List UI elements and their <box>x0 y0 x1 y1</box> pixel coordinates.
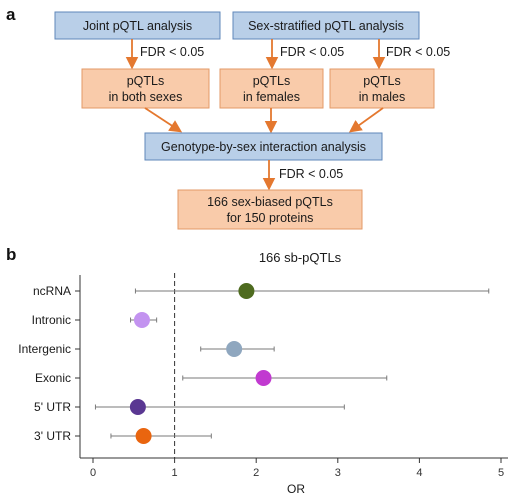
pqtl-females-line1: pQTLs <box>253 74 291 88</box>
or-point <box>129 399 146 415</box>
result-line1: 166 sex-biased pQTLs <box>207 195 333 209</box>
category-label: Exonic <box>35 371 71 385</box>
pqtl-both-line1: pQTLs <box>127 74 165 88</box>
pqtl-males-line1: pQTLs <box>363 74 401 88</box>
fdr-label-1: FDR < 0.05 <box>140 45 204 59</box>
x-tick-label: 2 <box>253 467 259 479</box>
pqtl-both-box: pQTLs in both sexes <box>81 68 210 109</box>
x-axis-title: OR <box>287 482 305 496</box>
pqtl-females-line2: in females <box>243 90 300 104</box>
category-label: 3' UTR <box>34 429 71 443</box>
x-tick-label: 0 <box>90 467 96 479</box>
or-point <box>238 283 255 299</box>
stratified-analysis-text: Sex-stratified pQTL analysis <box>248 19 404 33</box>
forest-plot: 0 1 2 3 4 5 ncRNA Intronic Intergenic Exonic 5' UT… <box>18 273 508 479</box>
or-point <box>135 428 152 444</box>
or-point <box>133 312 150 328</box>
pqtl-males-line2: in males <box>359 90 406 104</box>
x-tick-label: 1 <box>172 467 178 479</box>
arrow-both-interaction <box>144 107 183 133</box>
panel-b-label: b <box>6 245 16 264</box>
category-label: Intronic <box>32 313 71 327</box>
result-box: 166 sex-biased pQTLs for 150 proteins <box>177 189 363 230</box>
joint-analysis-box: Joint pQTL analysis <box>54 11 221 40</box>
joint-analysis-text: Joint pQTL analysis <box>83 19 192 33</box>
category-label: 5' UTR <box>34 400 71 414</box>
category-label: ncRNA <box>33 284 71 298</box>
x-tick-label: 5 <box>498 467 504 479</box>
fdr-label-3: FDR < 0.05 <box>386 45 450 59</box>
panel-a-label: a <box>6 5 16 24</box>
fdr-label-4: FDR < 0.05 <box>279 167 343 181</box>
pqtl-males-box: pQTLs in males <box>329 68 435 109</box>
interaction-analysis-box: Genotype-by-sex interaction analysis <box>144 132 383 161</box>
fdr-label-2: FDR < 0.05 <box>280 45 344 59</box>
or-point <box>255 370 272 386</box>
interaction-analysis-text: Genotype-by-sex interaction analysis <box>161 140 366 154</box>
stratified-analysis-box: Sex-stratified pQTL analysis <box>232 11 420 40</box>
or-point <box>226 341 243 357</box>
x-tick-label: 3 <box>335 467 341 479</box>
x-tick-label: 4 <box>416 467 422 479</box>
category-label: Intergenic <box>18 342 71 356</box>
pqtl-both-line2: in both sexes <box>109 90 183 104</box>
result-line2: for 150 proteins <box>227 211 314 225</box>
chart-title: 166 sb-pQTLs <box>259 250 342 265</box>
arrow-males-interaction <box>348 107 384 133</box>
pqtl-females-box: pQTLs in females <box>219 68 324 109</box>
